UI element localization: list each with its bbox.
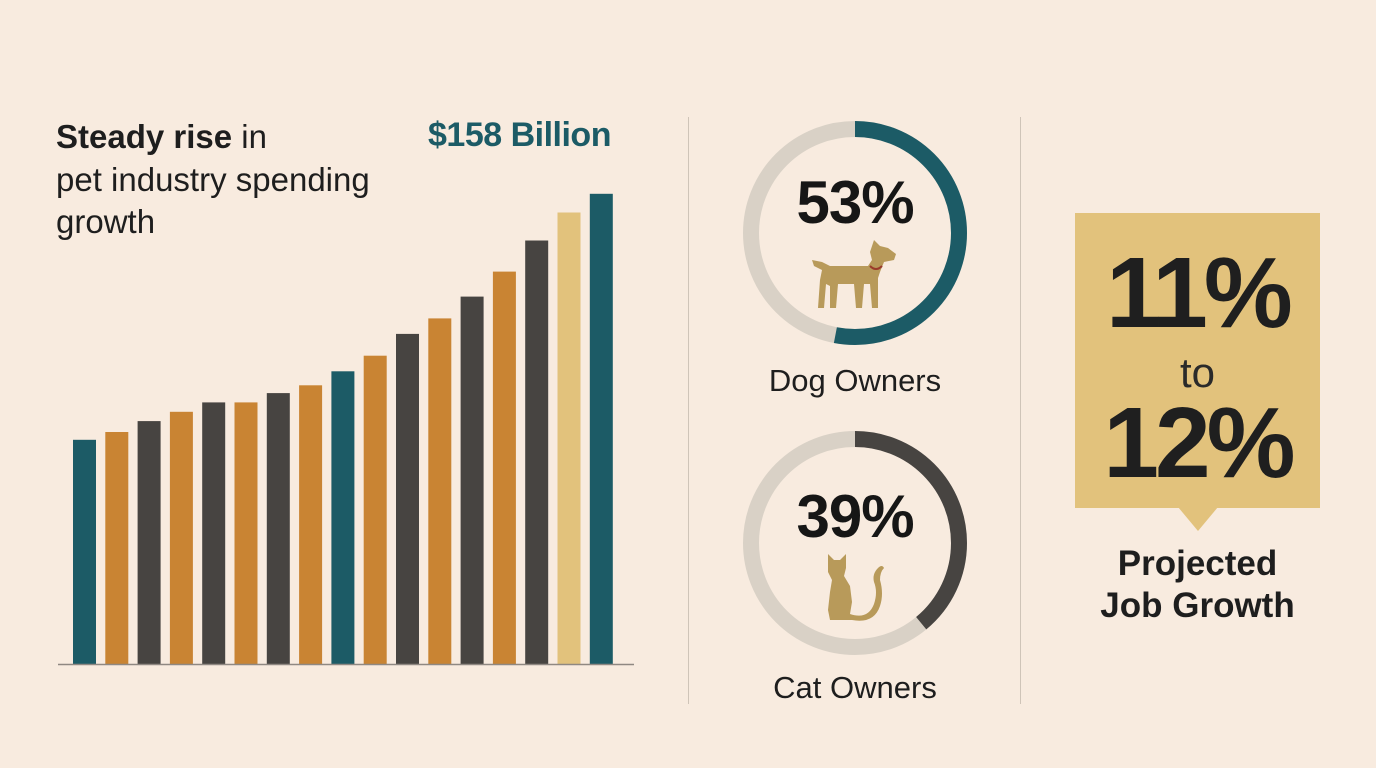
chart-bar <box>234 402 258 664</box>
chart-title-bold: Steady rise <box>56 118 233 155</box>
chart-bar <box>525 240 549 664</box>
cat-icon <box>828 554 884 621</box>
job-growth-caption: Projected Job Growth <box>1075 543 1320 627</box>
job-growth-low: 11% <box>1106 237 1293 349</box>
chart-bar <box>396 333 419 664</box>
donut-value-arc <box>743 121 967 345</box>
dog-owners-donut <box>743 121 967 345</box>
chart-bar <box>460 296 484 664</box>
job-growth-caption-line-2: Job Growth <box>1100 586 1295 625</box>
chart-bar <box>202 402 226 664</box>
chart-bar <box>105 432 129 664</box>
chart-title-rest: in <box>232 118 267 155</box>
chart-title-line-1: Steady rise in <box>56 115 267 158</box>
chart-title-line-3: growth <box>56 203 156 240</box>
chart-bar <box>492 271 516 664</box>
spending-panel: Steady rise in pet industry spending gro… <box>0 0 680 768</box>
dog-owners-label: Dog Owners <box>768 363 942 398</box>
chart-bar <box>169 411 193 664</box>
cat-owners-percent: 39% <box>796 483 914 550</box>
cat-owners-donut <box>743 431 967 655</box>
chart-bar <box>299 385 323 664</box>
section-divider <box>1020 117 1021 704</box>
job-growth-to: to <box>1179 349 1216 396</box>
chart-bar <box>428 318 452 664</box>
spending-headline-value: $158 Billion <box>428 116 611 154</box>
chart-bar <box>363 355 387 664</box>
chart-bar <box>73 439 96 664</box>
job-growth-callout: 11% to 12% <box>1075 213 1320 508</box>
chart-bar <box>266 393 290 664</box>
spending-bar-chart <box>58 193 634 666</box>
dog-icon <box>812 240 896 308</box>
section-divider <box>688 117 689 704</box>
callout-pointer <box>1178 507 1218 531</box>
chart-bar <box>331 371 355 664</box>
job-growth-caption-line-1: Projected <box>1117 544 1278 583</box>
dog-owners-percent: 53% <box>796 169 914 236</box>
job-growth-high: 12% <box>1103 387 1295 499</box>
donut-value-arc <box>743 431 967 655</box>
chart-bar <box>137 421 161 664</box>
chart-bar <box>589 193 613 665</box>
chart-bar <box>557 212 581 664</box>
cat-owners-label: Cat Owners <box>773 670 937 705</box>
chart-title-line-2: pet industry spending <box>56 161 370 198</box>
